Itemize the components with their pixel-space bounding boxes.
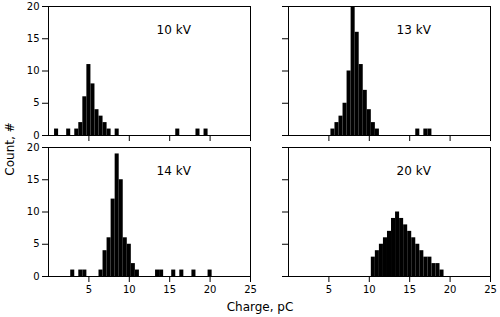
svg-text:5: 5 — [33, 97, 39, 108]
svg-text:0: 0 — [33, 271, 39, 282]
svg-text:10: 10 — [27, 65, 40, 76]
svg-text:15: 15 — [27, 174, 40, 185]
svg-text:20 kV: 20 kV — [397, 164, 432, 178]
svg-text:15: 15 — [163, 284, 176, 295]
svg-text:25: 25 — [484, 284, 497, 295]
svg-text:15: 15 — [403, 284, 416, 295]
html-text:Count, #: Count, # — [3, 122, 17, 176]
html-text:Charge, pC: Charge, pC — [226, 300, 294, 314]
svg-text:20: 20 — [27, 1, 40, 12]
svg-text:0: 0 — [33, 130, 39, 141]
svg-text:5: 5 — [33, 238, 39, 249]
svg-text:5: 5 — [86, 284, 92, 295]
svg-text:20: 20 — [444, 284, 457, 295]
svg-text:10: 10 — [363, 284, 376, 295]
svg-text:13 kV: 13 kV — [397, 23, 432, 37]
svg-text:10: 10 — [123, 284, 136, 295]
svg-text:10: 10 — [27, 206, 40, 217]
svg-text:15: 15 — [27, 33, 40, 44]
svg-text:20: 20 — [27, 142, 40, 153]
svg-text:14 kV: 14 kV — [157, 164, 192, 178]
svg-text:25: 25 — [244, 284, 257, 295]
svg-text:10 kV: 10 kV — [157, 23, 192, 37]
svg-text:5: 5 — [326, 284, 332, 295]
svg-text:20: 20 — [204, 284, 217, 295]
